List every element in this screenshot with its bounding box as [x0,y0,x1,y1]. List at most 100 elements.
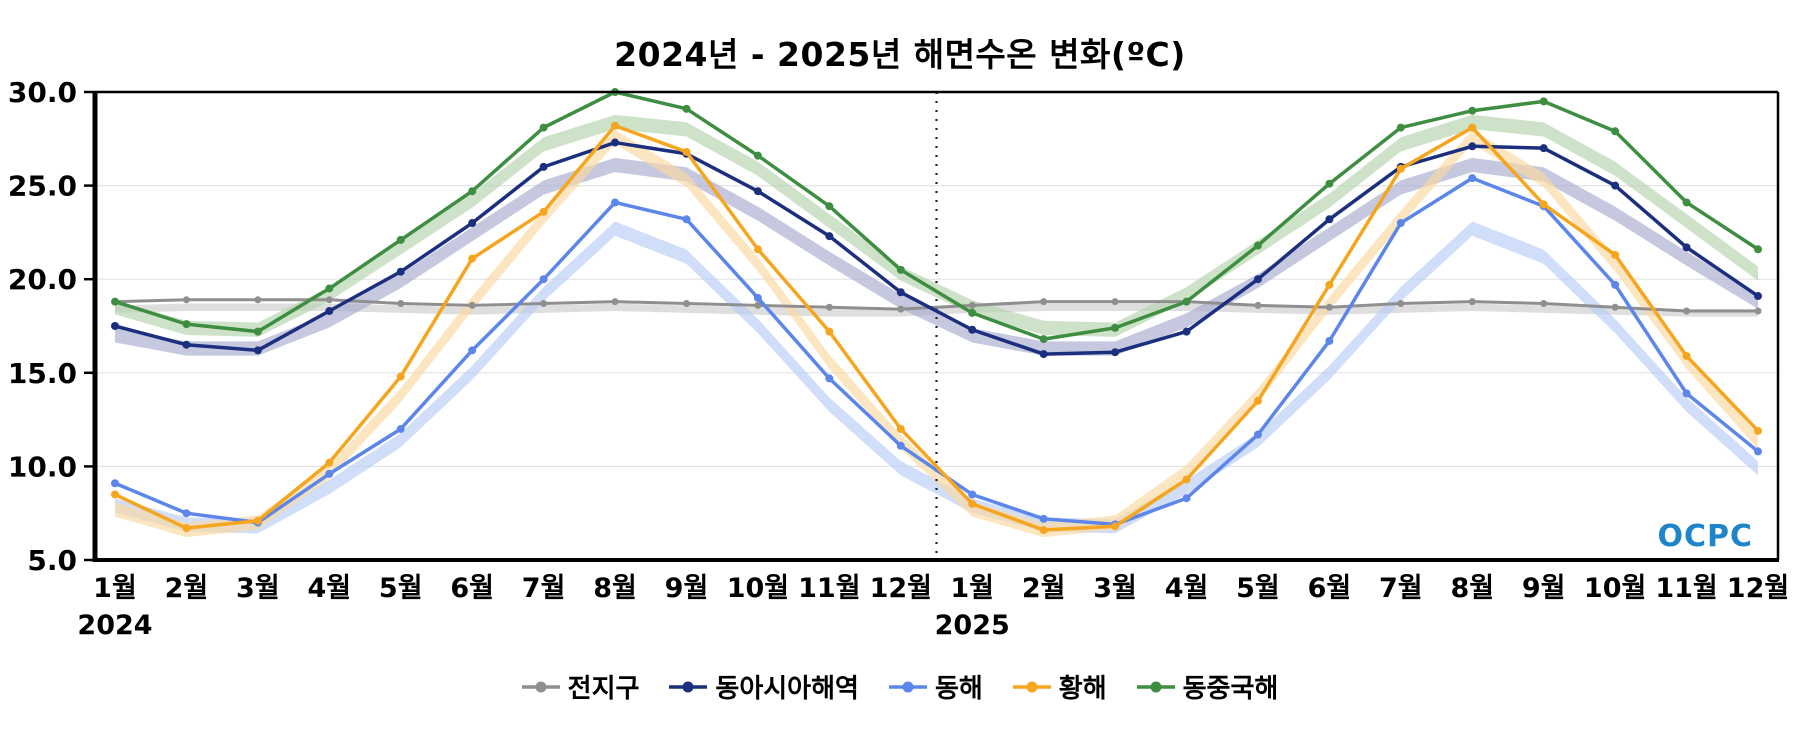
series-marker-전지구 [1111,298,1119,306]
x-tick-label: 10월 [727,573,789,604]
series-marker-황해 [468,254,477,263]
legend-item-동중국해: 동중국해 [1136,668,1278,705]
series-marker-동해 [896,441,905,450]
series-marker-동아시아해역 [111,322,119,330]
series-marker-동해 [1182,494,1191,503]
y-tick-label: 25.0 [8,170,77,203]
series-marker-황해 [896,424,905,433]
x-tick-label: 1월 [950,573,994,604]
series-marker-동중국해 [111,297,119,306]
year-label: 2025 [935,610,1010,641]
series-marker-전지구 [611,298,619,306]
series-marker-전지구 [968,301,976,309]
series-marker-동중국해 [825,202,834,211]
series-marker-동중국해 [1325,179,1334,188]
series-marker-황해 [325,458,334,467]
series-marker-동중국해 [182,320,191,329]
x-tick-label: 6월 [1308,573,1352,604]
chart-plot-area: 5.0 10.0 15.0 20.0 25.0 30.0 1월 2월 3월 4월 5월 6월 7월 8월 9… [8,76,1789,641]
series-marker-동아시아해역 [825,232,834,241]
series-marker-전지구 [182,296,190,304]
ocpc-logo: OCPC [1657,519,1753,554]
series-marker-동중국해 [753,151,762,160]
series-marker-전지구 [254,296,262,304]
legend-marker-icon [1136,681,1175,692]
x-tick-label: 9월 [1522,573,1566,604]
x-tick-label: 8월 [1450,573,1494,604]
series-marker-전지구 [682,300,690,308]
legend-marker-icon [521,681,560,692]
series-marker-동아시아해역 [539,162,548,171]
series-marker-동중국해 [1468,106,1477,115]
x-tick-label: 11월 [1655,573,1717,604]
x-tick-label: 3월 [1093,573,1137,604]
series-marker-동아시아해역 [1253,275,1262,284]
x-tick-label: 12월 [870,573,932,604]
series-marker-동중국해 [1039,335,1048,344]
series-marker-동중국해 [1539,97,1548,106]
series-marker-전지구 [754,301,762,309]
y-tick-label: 10.0 [8,450,77,483]
series-marker-황해 [1468,123,1477,132]
x-tick-label: 3월 [236,573,280,604]
series-marker-동중국해 [896,265,905,274]
series-marker-전지구 [397,300,405,308]
legend-marker-icon [1012,681,1051,692]
x-tick-label: 6월 [450,573,494,604]
series-marker-전지구 [1683,307,1691,315]
series-marker-동해 [396,424,405,433]
series-marker-전지구 [1468,298,1476,306]
legend-marker-icon [669,681,708,692]
legend-item-전지구: 전지구 [521,668,639,705]
y-tick-label: 15.0 [8,357,77,390]
series-marker-황해 [1111,522,1120,531]
series-marker-동해 [753,293,762,302]
series-marker-전지구 [540,300,548,308]
x-tick-label: 2월 [165,573,209,604]
series-marker-황해 [253,516,262,525]
series-marker-전지구 [1325,303,1333,311]
year-label: 2024 [77,610,152,641]
legend-item-동해: 동해 [888,668,983,705]
series-marker-황해 [1039,526,1048,535]
series-line-동중국해 [113,90,1760,341]
series-marker-동아시아해역 [1682,243,1691,252]
series-marker-황해 [1182,475,1191,484]
x-tick-label: 4월 [1165,573,1209,604]
series-marker-전지구 [1540,300,1548,308]
series-marker-황해 [1539,200,1548,209]
series-marker-동해 [825,374,834,383]
series-marker-전지구 [1397,300,1405,308]
x-tick-label: 12월 [1727,573,1789,604]
series-marker-전지구 [1040,298,1048,306]
series-marker-동중국해 [468,187,477,196]
chart-title: 2024년 - 2025년 해면수온 변화(ºC) [614,35,1186,74]
series-marker-황해 [753,245,762,254]
series-marker-황해 [825,327,834,336]
series-marker-동아시아해역 [468,219,477,228]
series-marker-동아시아해역 [1325,215,1334,224]
legend-label: 동아시아해역 [715,674,859,704]
series-line-동해 [113,176,1760,527]
chart-canvas: 5.0 10.0 15.0 20.0 25.0 30.0 1월 2월 3월 4월 5월 6월 7월 8월 9… [8,76,1789,641]
series-marker-동아시아해역 [1039,350,1048,359]
series-marker-황해 [968,499,977,508]
x-tick-label: 2월 [1022,573,1066,604]
series-marker-전지구 [1254,301,1262,309]
climatology-band-동아시아해역 [115,157,1758,356]
series-marker-동해 [1253,430,1262,439]
series-marker-황해 [1682,351,1691,360]
series-marker-동해 [1754,447,1762,456]
series-marker-동아시아해역 [1754,292,1762,301]
series-marker-동중국해 [968,308,977,317]
climatology-band-황해 [115,129,1758,538]
chart-legend: 전지구 동아시아해역 동해 황해 동중국해 [0,668,1800,705]
series-marker-동아시아해역 [396,267,405,276]
series-marker-동해 [968,490,977,499]
series-marker-동중국해 [1111,323,1120,332]
series-marker-전지구 [468,301,476,309]
x-tick-label: 1월 [93,573,137,604]
legend-label: 동해 [934,674,983,704]
series-marker-동아시아해역 [182,340,191,349]
series-marker-동아시아해역 [325,307,334,316]
